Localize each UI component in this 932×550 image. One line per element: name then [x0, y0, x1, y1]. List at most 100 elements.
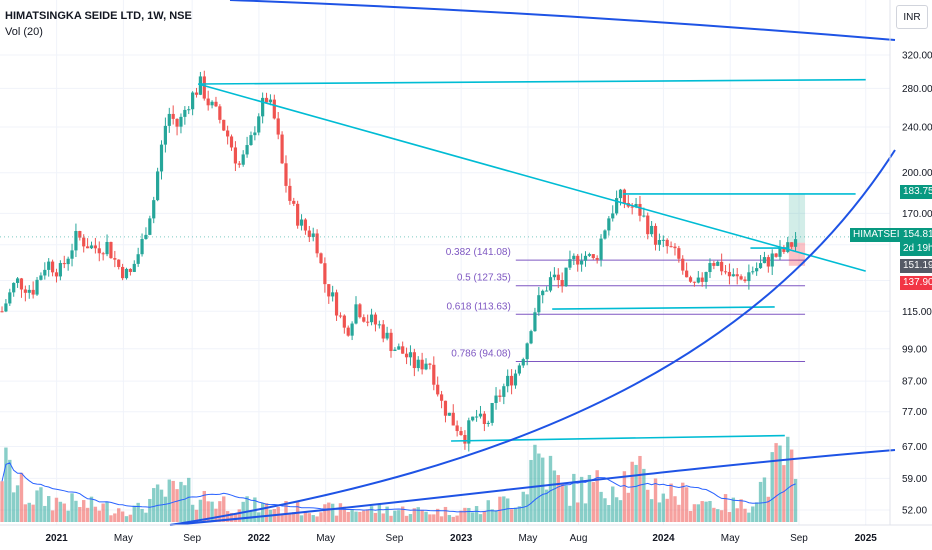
- volume-bar: [400, 506, 405, 522]
- candle-body: [622, 189, 627, 203]
- candle-body: [564, 267, 568, 287]
- volume-bar: [307, 513, 312, 522]
- volume-bar: [385, 506, 389, 522]
- volume-bar: [681, 482, 685, 522]
- volume-bar: [712, 507, 716, 522]
- time-tick-label: May: [721, 533, 740, 544]
- candle-body: [159, 144, 164, 172]
- candle-body: [35, 279, 39, 295]
- time-tick-label: 2023: [450, 533, 473, 544]
- volume-bar: [23, 504, 28, 522]
- volume-bar: [120, 511, 125, 522]
- volume-bar: [743, 508, 747, 522]
- candle-body: [4, 303, 8, 312]
- candle-body: [342, 315, 346, 328]
- candle-body: [478, 413, 483, 417]
- volume-bar: [280, 513, 284, 522]
- currency-button[interactable]: INR: [896, 5, 928, 29]
- volume-bar: [264, 503, 269, 522]
- volume-bar: [793, 478, 798, 522]
- candle-body: [58, 263, 62, 277]
- candle-body: [47, 261, 51, 270]
- candle-body: [720, 261, 724, 272]
- blue-curves[interactable]: [169, 0, 896, 526]
- volume-bar: [700, 501, 704, 522]
- candle-body: [12, 282, 16, 293]
- volume-bar: [27, 502, 31, 522]
- candle-body: [144, 234, 148, 240]
- fibonacci-retracement[interactable]: 0.382 (141.08) 0.5 (127.35) 0.618 (113.63)…: [446, 247, 806, 363]
- candle-body: [229, 136, 234, 148]
- volume-bar: [245, 496, 249, 522]
- volume-bar: [78, 507, 82, 522]
- candle-body: [587, 254, 591, 256]
- long-position-tool[interactable]: [788, 193, 806, 266]
- candle-body: [580, 260, 584, 265]
- candle-body: [350, 323, 354, 336]
- candle-body: [443, 400, 448, 416]
- volume-bar: [74, 500, 78, 522]
- volume-bar: [607, 505, 611, 522]
- candle-body: [148, 218, 152, 235]
- candle-body: [436, 384, 440, 395]
- candle-body: [315, 233, 319, 254]
- volume-bar: [194, 509, 199, 522]
- candle-body: [109, 241, 113, 259]
- volume-bar: [564, 485, 568, 522]
- volume-bar: [673, 496, 677, 522]
- candle-body: [525, 343, 529, 360]
- candle-body: [268, 99, 273, 103]
- volume-bar: [288, 514, 292, 522]
- time-tick-label: 2021: [46, 533, 69, 544]
- candle-body: [521, 359, 525, 366]
- candle-body: [583, 255, 588, 261]
- candle-body: [766, 257, 770, 267]
- candle-body: [393, 349, 397, 352]
- volume-bar: [338, 503, 343, 522]
- volume-bar: [350, 509, 354, 522]
- candle-body: [319, 253, 323, 264]
- volume-bar: [704, 501, 708, 522]
- trendlines[interactable]: [0, 78, 890, 442]
- candle-body: [358, 304, 362, 318]
- candle-body: [646, 215, 650, 235]
- volume-bar: [39, 487, 43, 522]
- candle-body: [210, 101, 214, 106]
- candle-body: [653, 225, 658, 245]
- volume-bar: [455, 515, 459, 522]
- volume-bar: [478, 514, 483, 522]
- candle-body: [731, 274, 735, 277]
- volume-bar: [731, 497, 736, 522]
- candle-body: [369, 314, 374, 323]
- price-tick-label: 99.00: [902, 344, 927, 355]
- price-tick-label: 87.00: [902, 377, 927, 388]
- candle-body: [288, 185, 292, 201]
- volume-bar: [389, 515, 393, 522]
- volume-bar: [393, 510, 397, 522]
- volume-bar: [15, 485, 20, 522]
- candle-body: [97, 248, 101, 254]
- price-tick-label: 67.00: [902, 442, 927, 453]
- candle-body: [529, 331, 533, 344]
- volume-bar: [136, 502, 140, 522]
- candle-body: [218, 106, 222, 120]
- candle-body: [311, 233, 315, 237]
- candle-body: [665, 239, 669, 247]
- volume-bar: [766, 496, 771, 522]
- candle-body: [490, 402, 494, 423]
- volume-bar: [311, 515, 315, 522]
- candle-body: [793, 239, 798, 247]
- candle-body: [677, 248, 681, 259]
- trendline-descending: [198, 83, 866, 272]
- candle-body: [323, 263, 327, 285]
- candle-body: [299, 219, 304, 226]
- candle-body: [638, 203, 642, 216]
- candle-body: [171, 113, 175, 119]
- candle-body: [533, 312, 537, 332]
- volume-bar: [404, 515, 409, 522]
- candle-body: [128, 268, 132, 272]
- chart-grid: [0, 0, 890, 525]
- volume-bar: [214, 508, 218, 522]
- candle-body: [117, 259, 121, 267]
